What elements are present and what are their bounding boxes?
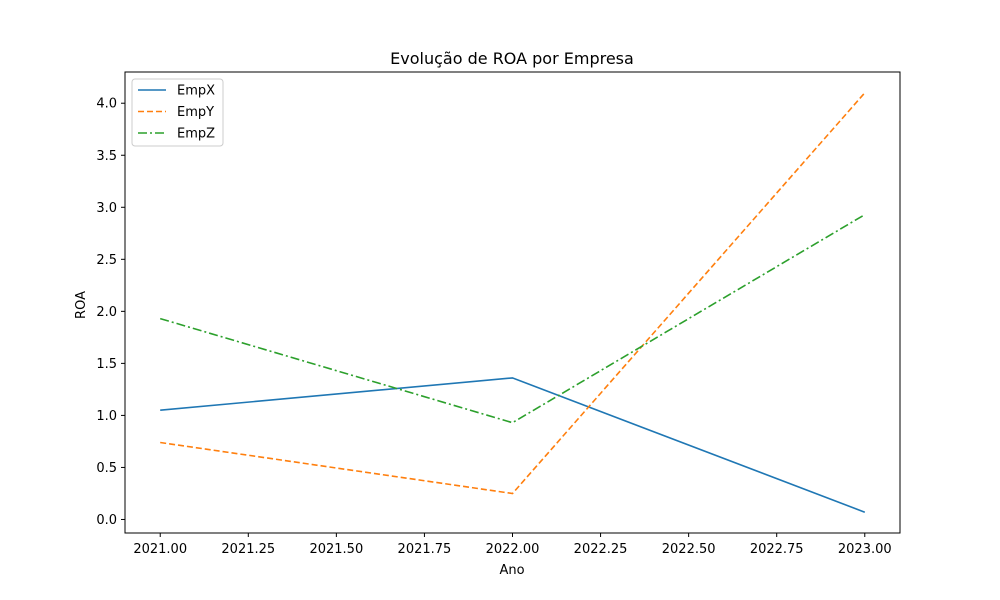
x-tick-label: 2021.75 [398,542,452,557]
y-tick-label: 1.0 [96,409,117,424]
series-line-empx [160,377,866,513]
y-tick-label: 2.5 [96,253,117,268]
y-tick-label: 3.5 [96,149,117,164]
series-line-empy [160,92,866,495]
x-axis-title: Ano [499,563,524,578]
plot-frame [124,71,901,534]
x-tick-label: 2022.50 [662,542,716,557]
y-tick-label: 1.5 [96,357,117,372]
y-tick-label: 0.0 [96,513,117,528]
y-axis-title: ROA [74,291,89,319]
x-tick-label: 2022.25 [574,542,628,557]
y-tick-label: 4.0 [96,97,117,112]
chart-title: Evolução de ROA por Empresa [390,49,634,68]
y-tick-label: 0.5 [96,461,117,476]
y-tick-label: 3.0 [96,201,117,216]
x-tick-label: 2021.00 [133,542,187,557]
series-line-empz [159,213,866,424]
x-tick-label: 2021.50 [309,542,363,557]
x-tick-label: 2022.75 [750,542,804,557]
legend-label-empy: EmpY [177,105,214,120]
x-tick-label: 2021.25 [221,542,275,557]
x-tick-label: 2023.00 [838,542,892,557]
legend-label-empz: EmpZ [177,127,215,142]
legend-box [131,78,224,147]
x-tick-label: 2022.00 [486,542,540,557]
y-tick-label: 2.0 [96,305,117,320]
plot-area: 2021.00 2021.25 2021.50 2021.75 2022.00 2022.… [96,71,901,557]
legend-label-empx: EmpX [177,84,215,99]
